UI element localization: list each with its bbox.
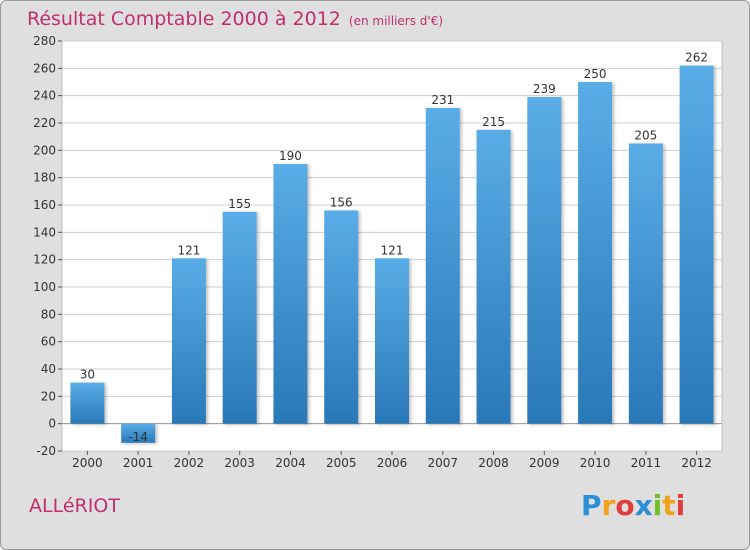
- data-label: 190: [279, 149, 302, 163]
- data-label: 30: [80, 368, 95, 382]
- y-tick-label: 120: [33, 253, 56, 267]
- y-tick-label: 280: [33, 34, 56, 48]
- x-tick-label: 2009: [529, 456, 560, 470]
- x-tick-label: 2005: [326, 456, 357, 470]
- data-label: 239: [533, 82, 556, 96]
- proxiti-logo: Proxiti: [581, 489, 685, 522]
- x-tick-label: 2006: [377, 456, 408, 470]
- y-tick-label: 20: [41, 389, 56, 403]
- x-tick-label: 2010: [580, 456, 611, 470]
- logo-letter: x: [634, 489, 653, 522]
- data-label: 250: [584, 67, 607, 81]
- logo-letter: i: [675, 489, 686, 522]
- y-tick-label: 80: [41, 307, 56, 321]
- bar: [527, 97, 562, 424]
- y-tick-label: 240: [33, 89, 56, 103]
- x-tick-label: 2007: [427, 456, 458, 470]
- data-label: 156: [330, 195, 353, 209]
- y-tick-label: 40: [41, 362, 56, 376]
- x-tick-label: 2012: [681, 456, 712, 470]
- y-tick-label: 180: [33, 171, 56, 185]
- data-label: 205: [634, 129, 657, 143]
- chart-title: Résultat Comptable 2000 à 2012 (en millie…: [27, 8, 443, 30]
- data-label: 231: [431, 93, 454, 107]
- logo-letter: i: [652, 489, 663, 522]
- data-label: -14: [128, 430, 148, 444]
- y-tick-label: 220: [33, 116, 56, 130]
- commune-name: ALLéRIOT: [29, 495, 120, 517]
- y-tick-label: -20: [36, 444, 56, 458]
- logo-letter: P: [581, 489, 602, 522]
- x-tick-label: 2000: [72, 456, 103, 470]
- bar: [222, 211, 257, 424]
- logo-letter: o: [615, 489, 635, 522]
- logo-letter: r: [601, 489, 616, 522]
- logo-letter: t: [662, 489, 676, 522]
- bar: [628, 143, 663, 424]
- chart-subtitle: (en milliers d'€): [348, 14, 444, 28]
- x-tick-label: 2011: [631, 456, 662, 470]
- bar: [578, 82, 613, 424]
- bar: [476, 129, 511, 424]
- y-tick-label: 100: [33, 280, 56, 294]
- x-tick-label: 2001: [123, 456, 154, 470]
- bar: [273, 164, 308, 424]
- y-tick-label: 200: [33, 143, 56, 157]
- bar: [375, 258, 409, 424]
- x-tick-label: 2004: [275, 456, 306, 470]
- bar: [679, 65, 714, 424]
- bar: [121, 423, 156, 443]
- bar: [171, 258, 206, 424]
- y-tick-label: 0: [48, 417, 56, 431]
- data-label: 121: [177, 243, 200, 257]
- bar: [324, 210, 359, 424]
- bar: [425, 107, 460, 424]
- bar: [70, 382, 105, 424]
- x-tick-label: 2002: [174, 456, 205, 470]
- y-tick-label: 260: [33, 61, 56, 75]
- y-tick-label: 60: [41, 335, 56, 349]
- chart-title-text: Résultat Comptable 2000 à 2012: [27, 8, 341, 30]
- y-tick-label: 140: [33, 225, 56, 239]
- x-tick-label: 2003: [224, 456, 255, 470]
- data-label: 121: [381, 243, 404, 257]
- data-label: 155: [228, 197, 251, 211]
- data-label: 215: [482, 115, 505, 129]
- data-label: 262: [685, 51, 708, 65]
- x-tick-label: 2008: [478, 456, 509, 470]
- y-tick-label: 160: [33, 198, 56, 212]
